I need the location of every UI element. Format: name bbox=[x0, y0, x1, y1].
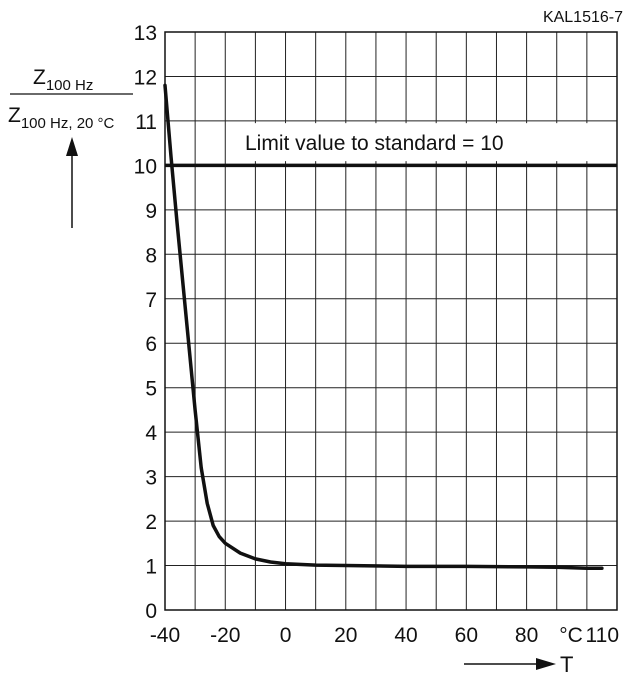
x-tick-label: 60 bbox=[455, 624, 478, 647]
x-tick-label: -20 bbox=[210, 624, 240, 647]
x-axis-label: T bbox=[464, 652, 573, 677]
y-tick-label: 8 bbox=[145, 244, 157, 267]
y-tick-label: 13 bbox=[134, 22, 157, 45]
plot-frame bbox=[164, 31, 618, 611]
x-tick-label: -40 bbox=[150, 624, 180, 647]
limit-label: Limit value to standard = 10 bbox=[245, 132, 504, 155]
x-unit-label: °C bbox=[559, 624, 583, 647]
series-group bbox=[163, 83, 604, 570]
plot-frame-group bbox=[164, 31, 618, 611]
xlabel-arrow-head bbox=[536, 658, 556, 670]
y-tick-label: 10 bbox=[134, 155, 157, 178]
series-line bbox=[163, 83, 604, 570]
y-tick-label: 6 bbox=[145, 333, 157, 356]
figure-id: KAL1516-7 bbox=[543, 9, 623, 26]
x-tick-label: 80 bbox=[515, 624, 538, 647]
xlabel-text: T bbox=[560, 652, 573, 677]
y-tick-label: 9 bbox=[145, 200, 157, 223]
y-axis-label: Z100 Hz Z100 Hz, 20 °C bbox=[8, 66, 133, 228]
y-tick-label: 12 bbox=[134, 66, 157, 89]
ylabel-arrow-head bbox=[66, 137, 78, 156]
x-tick-label: 40 bbox=[394, 624, 417, 647]
y-tick-label: 11 bbox=[135, 111, 157, 134]
x-tick-label: 110 bbox=[586, 624, 619, 647]
y-tick-label: 3 bbox=[145, 467, 157, 490]
ylabel-numerator: Z100 Hz bbox=[33, 66, 93, 94]
x-tick-label: 0 bbox=[280, 624, 292, 647]
ylabel-denominator: Z100 Hz, 20 °C bbox=[8, 104, 115, 132]
y-tick-label: 5 bbox=[145, 378, 157, 401]
limit-label-background bbox=[231, 123, 613, 162]
y-tick-label: 4 bbox=[145, 422, 157, 445]
grid bbox=[165, 32, 617, 610]
y-tick-label: 0 bbox=[145, 600, 157, 623]
y-tick-label: 7 bbox=[145, 289, 157, 312]
y-tick-label: 1 bbox=[145, 556, 157, 579]
y-tick-label: 2 bbox=[145, 511, 157, 534]
x-tick-label: 20 bbox=[334, 624, 357, 647]
limit-line-group: Limit value to standard = 10 bbox=[165, 123, 617, 168]
